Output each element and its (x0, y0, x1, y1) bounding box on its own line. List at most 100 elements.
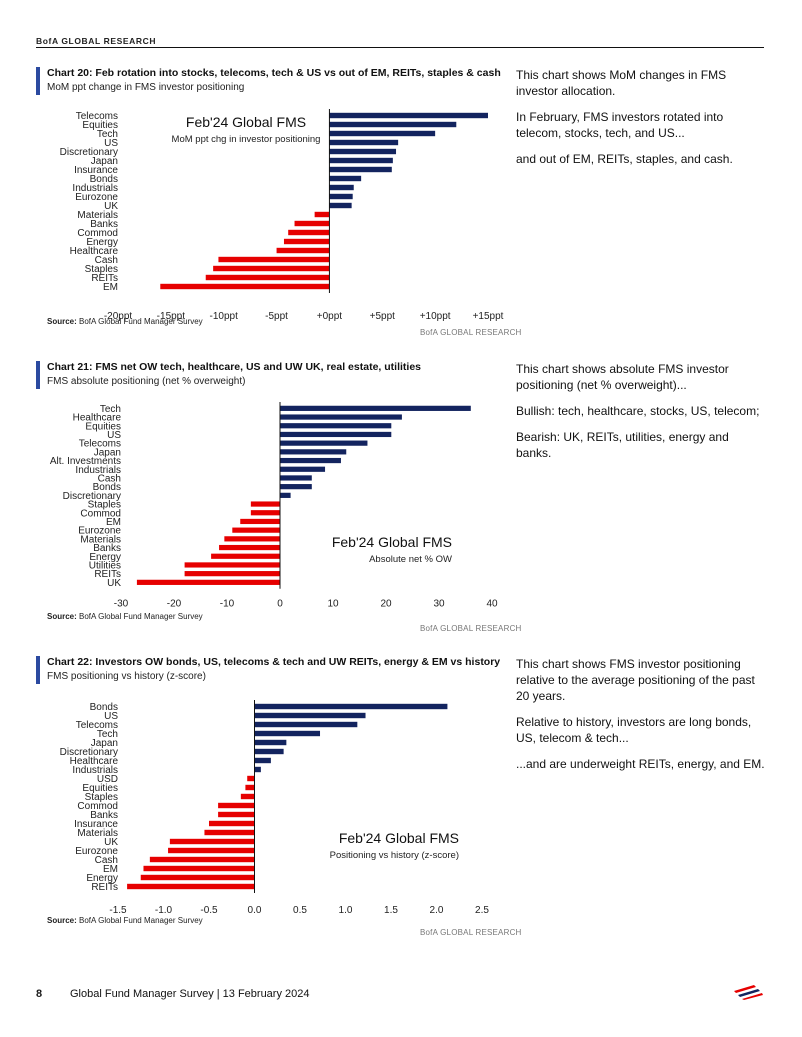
bar-banks (218, 811, 255, 818)
bar-em (160, 283, 330, 290)
chart-inner-subtitle: MoM ppt chg in investor positioning (172, 134, 321, 145)
bar-uk (169, 838, 255, 845)
bar-industrials (254, 766, 261, 773)
category-label: Materials (77, 210, 118, 221)
bar-banks (294, 220, 330, 227)
chart-20-plot: TelecomsEquitiesTechUSDiscretionaryJapan… (60, 109, 504, 322)
category-label: Telecoms (76, 111, 118, 122)
bar-utilities (184, 562, 280, 568)
bar-healthcare (280, 414, 402, 420)
bar-usd (247, 775, 255, 782)
bar-banks (219, 544, 280, 551)
category-label: EM (103, 864, 118, 875)
category-label: Cash (98, 473, 121, 484)
category-label: UK (107, 578, 121, 589)
category-label: EM (106, 517, 121, 528)
category-label: Eurozone (75, 192, 118, 203)
commentary-paragraph: Bearish: UK, REITs, utilities, energy an… (516, 430, 729, 460)
chart-subtitle: FMS absolute positioning (net % overweig… (47, 376, 246, 387)
category-label: Discretionary (60, 147, 118, 158)
commentary-paragraph: In February, FMS investors rotated into … (516, 110, 724, 140)
bar-cash (218, 256, 330, 263)
bar-eurozone (168, 847, 255, 854)
x-tick-label: 1.0 (339, 905, 353, 916)
category-label: Banks (93, 543, 121, 554)
category-label: Industrials (75, 465, 121, 476)
section-accent-bar (36, 361, 40, 389)
bar-japan (280, 449, 347, 455)
source-text: BofA Global Fund Manager Survey (76, 317, 203, 326)
chart-21-plot: TechHealthcareEquitiesUSTelecomsJapanAlt… (50, 402, 498, 610)
bar-telecoms (280, 440, 368, 446)
bar-us (254, 712, 366, 719)
research-watermark: BofA GLOBAL RESEARCH (420, 928, 522, 937)
bar-healthcare (254, 757, 271, 764)
source-label: Source: (47, 612, 77, 621)
category-label: US (104, 711, 118, 722)
bar-uk (136, 579, 280, 585)
x-tick-label: +15ppt (473, 311, 504, 322)
category-label: Insurance (74, 819, 118, 830)
category-label: REITs (91, 882, 118, 893)
chart-inner-title: Feb'24 Global FMS (186, 114, 306, 130)
x-tick-label: -0.5 (200, 905, 218, 916)
category-label: Commod (77, 801, 118, 812)
bar-bonds (329, 175, 362, 182)
category-label: REITs (91, 273, 118, 284)
source-note: Source: BofA Global Fund Manager Survey (47, 916, 203, 925)
category-label: Eurozone (78, 526, 121, 537)
section-accent-bar (36, 656, 40, 684)
category-label: Industrials (72, 183, 118, 194)
category-label: Healthcare (73, 413, 122, 424)
bar-healthcare (276, 247, 330, 254)
category-label: Discretionary (63, 491, 121, 502)
category-label: Discretionary (60, 747, 118, 758)
bar-staples (240, 793, 255, 800)
x-tick-label: 0.0 (248, 905, 262, 916)
x-tick-label: -10 (220, 599, 235, 610)
commentary-paragraph: This chart shows FMS investor positionin… (516, 657, 755, 703)
category-label: Bonds (90, 702, 118, 713)
section-accent-bar (36, 67, 40, 95)
chart-commentary: This chart shows FMS investor positionin… (516, 656, 766, 782)
research-watermark: BofA GLOBAL RESEARCH (420, 624, 522, 633)
category-label: Equities (85, 421, 121, 432)
bar-insurance (209, 820, 255, 827)
bar-industrials (280, 466, 326, 472)
bar-em (143, 865, 255, 872)
category-label: Staples (85, 792, 118, 803)
bar-insurance (329, 166, 392, 173)
chart-inner-title: Feb'24 Global FMS (339, 830, 459, 846)
bar-bonds (280, 484, 312, 490)
x-tick-label: -20 (167, 599, 182, 610)
header-rule (36, 47, 764, 48)
category-label: UK (104, 201, 118, 212)
x-tick-label: -1.0 (155, 905, 173, 916)
bar-us (280, 431, 392, 438)
source-note: Source: BofA Global Fund Manager Survey (47, 317, 203, 326)
category-label: Utilities (89, 560, 121, 571)
chart-22-section: Chart 22: Investors OW bonds, US, teleco… (36, 656, 766, 946)
category-label: USD (97, 774, 118, 785)
chart-commentary: This chart shows absolute FMS investor p… (516, 361, 766, 471)
category-label: Banks (90, 810, 118, 821)
bar-equities (329, 121, 457, 128)
category-label: Commod (77, 228, 118, 239)
x-tick-label: -10ppt (210, 311, 239, 322)
bar-materials (224, 536, 280, 542)
category-label: Alt. Investments (50, 456, 121, 467)
category-label: REITs (94, 569, 121, 580)
chart-22-plot: BondsUSTelecomsTechJapanDiscretionaryHea… (60, 700, 489, 916)
bar-equities (245, 784, 255, 791)
category-label: Energy (89, 552, 121, 563)
commentary-paragraph: ...and are underweight REITs, energy, an… (516, 757, 765, 771)
bar-commod (218, 802, 255, 809)
bar-materials (314, 211, 330, 218)
category-label: Tech (97, 729, 118, 740)
x-tick-label: 20 (380, 599, 392, 610)
category-label: Industrials (72, 765, 118, 776)
document-title: Global Fund Manager Survey | 13 February… (70, 988, 310, 1000)
bar-discretionary (280, 492, 291, 498)
bar-telecoms (329, 112, 488, 119)
bar-telecoms (254, 721, 358, 728)
